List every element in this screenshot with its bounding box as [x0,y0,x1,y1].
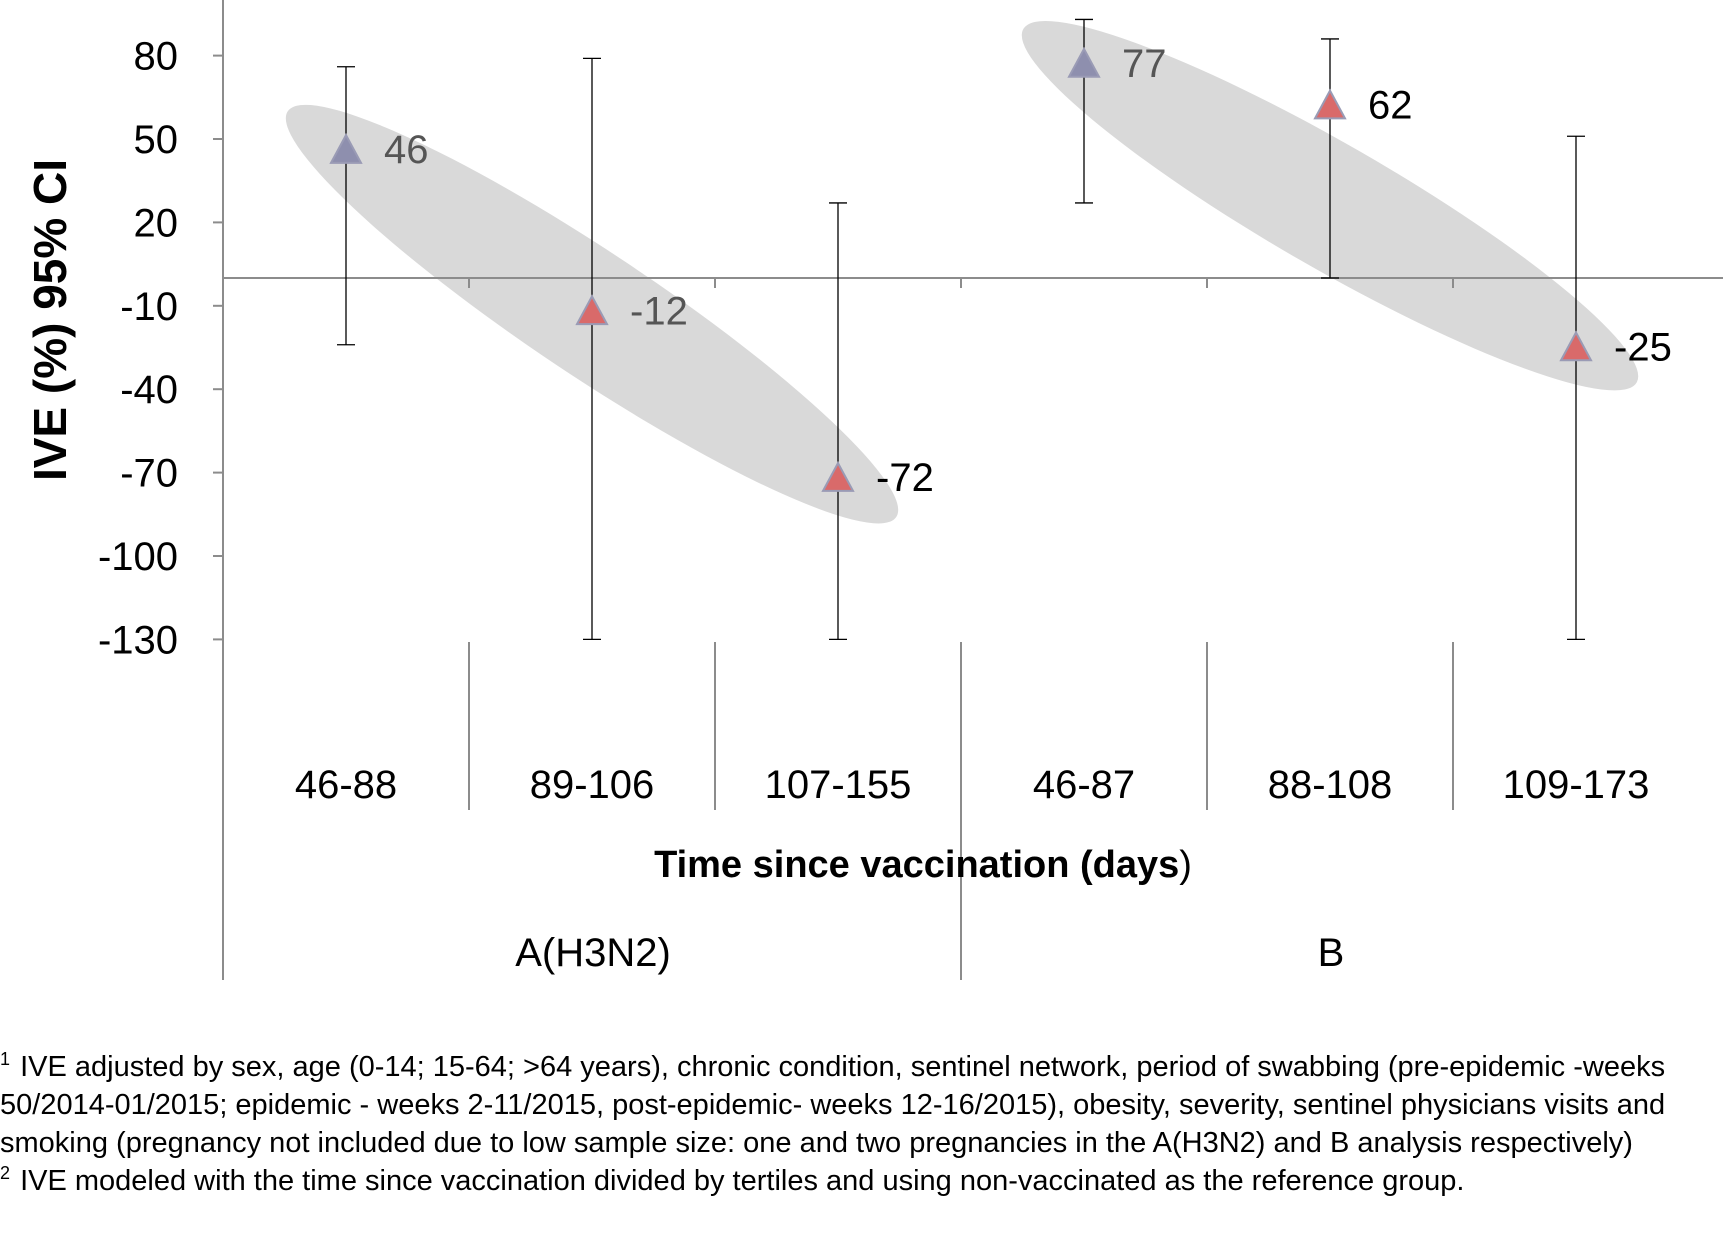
group-label-b: B [1318,931,1345,975]
error-bars [337,18,1585,641]
group-label-a-h3n2: A(H3N2) [515,931,671,975]
data-label: -12 [630,289,688,333]
x-axis-title-text: Time since vaccination (days [654,844,1179,886]
data-label: 46 [384,128,429,172]
triangle-marker [1313,88,1347,120]
triangle-marker [1067,46,1101,78]
x-category-label: 88-108 [1268,763,1393,807]
x-category-label: 46-88 [295,763,397,807]
axes [222,0,1723,980]
x-category-label: 107-155 [765,763,912,807]
triangle-marker [575,294,609,326]
data-label: 77 [1122,42,1167,86]
data-label: -25 [1614,326,1672,370]
data-markers [329,46,1593,492]
x-axis-title: Time since vaccination (days) [654,844,1192,886]
y-tick-label: -130 [98,618,178,662]
x-category-label: 89-106 [530,763,655,807]
footnote-2: 2 IVE modeled with the time since vaccin… [0,1162,1723,1200]
data-label: -72 [876,456,934,500]
footnote-2-mark: 2 [0,1163,11,1184]
footnote-2-text: IVE modeled with the time since vaccinat… [20,1165,1465,1197]
x-category-label: 109-173 [1503,763,1650,807]
x-axis-title-suffix: ) [1179,844,1192,886]
data-labels: 46 -12 -72 77 62 -25 [384,42,1672,500]
data-label: 62 [1368,84,1413,128]
y-ticks: 80 50 20 -10 -40 -70 -100 -130 [98,35,223,662]
y-tick-label: 20 [134,201,179,245]
y-axis-title: IVE (%) 95% CI [24,159,76,481]
y-tick-label: -70 [120,452,178,496]
y-tick-label: -40 [120,368,178,412]
footnote-1: 1 IVE adjusted by sex, age (0-14; 15-64;… [0,1048,1723,1162]
footnote-1-mark: 1 [0,1049,11,1070]
y-tick-label: -10 [120,285,178,329]
triangle-marker [821,461,855,492]
x-category-label: 46-87 [1033,763,1135,807]
triangle-marker [1559,330,1593,362]
y-tick-label: 80 [134,35,179,79]
footnote-1-text: IVE adjusted by sex, age (0-14; 15-64; >… [0,1051,1666,1159]
ive-chart: 80 50 20 -10 -40 -70 -100 -130 46-88 89-106 107-1… [24,0,1723,980]
x-category-labels: 46-88 89-106 107-155 46-87 88-108 109-173 [295,763,1650,807]
triangle-marker [329,133,363,164]
y-tick-label: -100 [98,535,178,579]
footnotes: 1 IVE adjusted by sex, age (0-14; 15-64;… [0,1048,1723,1200]
y-tick-label: 50 [134,118,179,162]
